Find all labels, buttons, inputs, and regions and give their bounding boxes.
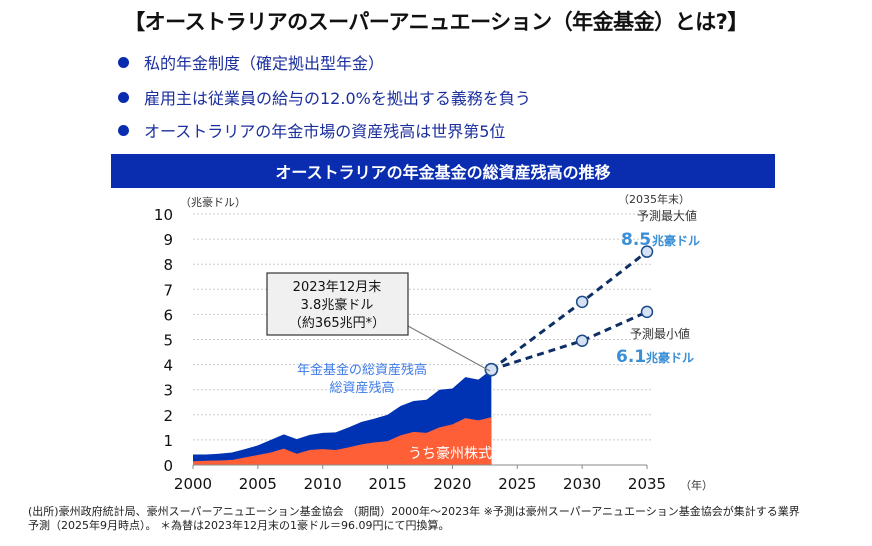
- bullet-item: 雇用主は従業員の給与の12.0%を拠出する義務を負う: [118, 85, 531, 109]
- max-label-head: （2035年末）: [618, 192, 690, 206]
- min-label-name: 予測最小値: [630, 326, 690, 341]
- y-tick-label: 3: [163, 382, 173, 400]
- x-tick-label: 2025: [498, 475, 536, 493]
- bullet-item: オーストラリアの年金市場の資産残高は世界第5位: [118, 118, 505, 142]
- projection-point: [575, 295, 589, 309]
- y-tick-label: 10: [154, 206, 173, 224]
- bullet-text: 雇用主は従業員の給与の12.0%を拠出する義務を負う: [144, 89, 531, 108]
- y-tick-label: 2: [163, 407, 173, 425]
- x-tick-label: 2000: [174, 475, 212, 493]
- x-tick-label: 2030: [563, 475, 601, 493]
- x-tick-label: 2010: [304, 475, 342, 493]
- y-tick-label: 0: [163, 457, 173, 475]
- max-label-name: 予測最大値: [637, 208, 697, 223]
- projection-point: [484, 362, 499, 377]
- bullet-dot-icon: [118, 124, 129, 136]
- projection-point: [575, 334, 589, 348]
- y-tick-label: 5: [163, 332, 173, 350]
- y-tick-label: 9: [163, 231, 173, 249]
- series-label-total: 年金基金の総資産残高: [297, 362, 427, 378]
- y-tick-label: 7: [163, 281, 173, 299]
- bullet-text: オーストラリアの年金市場の資産残高は世界第5位: [144, 122, 506, 141]
- bullet-dot-icon: [118, 56, 129, 68]
- y-tick-label: 8: [163, 256, 173, 274]
- projection-point: [640, 245, 654, 258]
- max-label-value: 8.5: [621, 230, 651, 250]
- series-label-total-2: 総資産残高: [329, 380, 394, 396]
- callout-value: 3.8兆豪ドル: [301, 297, 374, 313]
- x-axis-label: （年）: [680, 478, 713, 492]
- callout-date: 2023年12月末: [293, 280, 382, 295]
- area-domestic-equity: [193, 417, 492, 465]
- min-label-value: 6.1: [616, 347, 646, 367]
- y-tick-label: 1: [163, 432, 173, 450]
- bullet-dot-icon: [118, 91, 129, 103]
- series-label-equity: うち豪州株式: [408, 446, 492, 462]
- x-tick-label: 2020: [433, 475, 471, 493]
- callout-box: 2023年12月末 3.8兆豪ドル （約365兆円*）: [266, 272, 491, 372]
- bullet-item: 私的年金制度（確定拠出型年金）: [118, 50, 384, 74]
- min-label-unit: 兆豪ドル: [646, 350, 694, 365]
- footnote-line: (出所)豪州政府統計局、豪州スーパーアニュエーション基金協会 （期間）2000年…: [28, 505, 800, 518]
- callout-yen: （約365兆円*）: [289, 316, 385, 331]
- max-label-unit: 兆豪ドル: [652, 233, 700, 248]
- projection-point: [640, 305, 654, 319]
- chart-title-banner: オーストラリアの年金基金の総資産残高の推移: [111, 154, 775, 188]
- footnote: (出所)豪州政府統計局、豪州スーパーアニュエーション基金協会 （期間）2000年…: [28, 505, 868, 533]
- y-axis-label: （兆豪ドル）: [180, 195, 246, 209]
- y-tick-label: 6: [163, 306, 173, 324]
- y-tick-label: 4: [163, 357, 173, 375]
- footnote-line: 予測（2025年9月時点）。 ＊為替は2023年12月末の1豪ドル＝96.09円…: [28, 519, 450, 532]
- x-tick-label: 2015: [368, 475, 406, 493]
- bullet-text: 私的年金制度（確定拠出型年金）: [144, 54, 385, 73]
- page-title: 【オーストラリアのスーパーアニュエーション（年金基金）とは?】: [124, 10, 748, 34]
- x-tick-label: 2005: [239, 475, 277, 493]
- x-tick-label: 2035: [628, 475, 666, 493]
